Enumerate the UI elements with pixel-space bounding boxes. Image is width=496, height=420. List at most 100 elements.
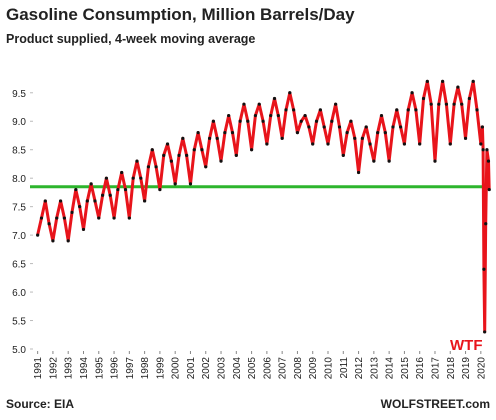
x-tick-label: 2020 — [476, 357, 487, 380]
x-tick-label: 1999 — [155, 357, 166, 380]
x-tick-label: 2017 — [430, 357, 441, 380]
data-point — [418, 142, 422, 146]
x-tick-label: 1996 — [110, 357, 121, 380]
data-point — [200, 148, 204, 152]
data-point — [314, 119, 319, 123]
x-tick-label: 2011 — [339, 357, 350, 379]
data-point — [471, 79, 475, 83]
data-point — [356, 170, 361, 175]
x-tick-label: 1998 — [140, 357, 151, 380]
data-point — [211, 119, 215, 123]
data-point — [284, 108, 288, 112]
data-point — [181, 136, 185, 140]
data-point — [58, 199, 63, 203]
x-tick-label: 2018 — [446, 357, 457, 380]
data-point — [272, 96, 277, 101]
x-tick-label: 1991 — [33, 357, 44, 380]
data-point — [448, 142, 452, 146]
y-tick-label: 5.0 — [12, 345, 26, 356]
data-point — [66, 239, 70, 243]
data-point — [345, 131, 349, 135]
data-point — [238, 119, 242, 123]
data-point — [480, 125, 484, 129]
chart-title: Gasoline Consumption, Million Barrels/Da… — [6, 5, 355, 24]
data-point — [398, 125, 403, 129]
y-tick-label: 8.0 — [12, 174, 26, 185]
data-point — [475, 108, 479, 112]
data-point — [429, 102, 433, 106]
credit: WOLFSTREET.com — [381, 397, 490, 411]
data-point — [307, 125, 311, 129]
data-point — [223, 131, 227, 135]
data-point — [487, 187, 491, 192]
data-point — [292, 108, 296, 112]
x-tick-label: 2004 — [232, 357, 243, 380]
data-point — [51, 239, 55, 243]
data-point — [326, 142, 330, 146]
data-point — [234, 153, 238, 158]
data-point — [460, 102, 464, 106]
data-point — [299, 119, 303, 123]
data-point — [100, 193, 105, 197]
data-point — [177, 153, 181, 158]
source: Source: EIA — [6, 397, 74, 411]
data-point — [444, 102, 449, 106]
data-point — [295, 131, 300, 135]
data-point — [395, 108, 399, 112]
y-tick-label: 9.0 — [12, 117, 26, 128]
data-point — [196, 131, 200, 135]
data-point — [74, 187, 78, 192]
data-point — [219, 159, 223, 163]
data-point — [39, 216, 44, 220]
data-point — [158, 187, 162, 192]
data-point — [360, 136, 364, 140]
data-point — [47, 222, 51, 226]
data-point — [481, 148, 485, 152]
data-point — [303, 113, 307, 118]
data-point — [81, 227, 86, 232]
data-point — [322, 125, 326, 129]
data-point — [486, 159, 491, 163]
data-point — [484, 222, 488, 226]
data-point — [173, 182, 177, 186]
data-point — [62, 216, 66, 220]
x-tick-label: 1993 — [64, 357, 75, 380]
x-tick-label: 2008 — [293, 357, 304, 380]
data-point — [391, 125, 395, 129]
x-tick-label: 1992 — [48, 357, 59, 380]
x-tick-label: 2003 — [217, 357, 228, 380]
data-point — [379, 113, 384, 118]
y-tick-label: 8.5 — [12, 146, 26, 157]
data-point — [257, 102, 261, 106]
x-tick-label: 2012 — [354, 357, 365, 380]
data-point — [479, 142, 483, 146]
data-point — [349, 119, 353, 123]
data-point — [311, 142, 315, 146]
data-point — [70, 210, 74, 214]
data-point — [227, 113, 231, 118]
data-point — [261, 119, 265, 123]
data-point — [135, 159, 139, 163]
data-point — [334, 102, 338, 106]
data-point — [387, 159, 391, 163]
data-point — [169, 159, 173, 163]
data-point — [372, 159, 376, 163]
data-point — [215, 136, 219, 140]
data-point — [341, 153, 345, 158]
data-point — [127, 216, 131, 220]
data-point — [246, 119, 250, 123]
y-tick-label: 5.5 — [12, 317, 26, 328]
data-point — [467, 96, 471, 101]
data-point — [482, 267, 486, 271]
data-point — [185, 153, 189, 158]
x-tick-label: 2010 — [324, 357, 335, 380]
data-point — [253, 113, 258, 118]
data-point — [441, 79, 445, 83]
data-point — [146, 165, 151, 169]
data-point — [207, 136, 212, 140]
data-point — [425, 79, 429, 83]
data-point — [330, 119, 334, 123]
data-point — [437, 102, 441, 106]
x-tick-label: 2001 — [186, 357, 197, 380]
